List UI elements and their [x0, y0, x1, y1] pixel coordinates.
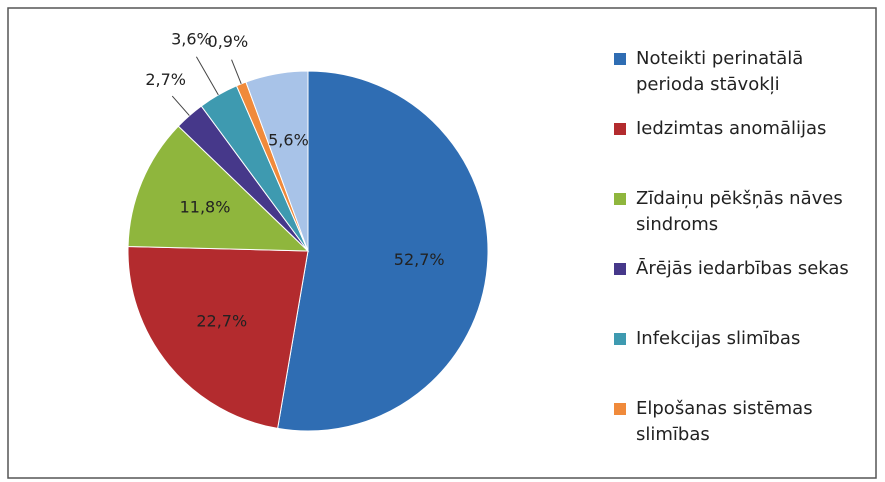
legend-swatch	[614, 403, 626, 415]
data-label: 11,8%	[180, 197, 231, 216]
chart-border	[7, 7, 877, 479]
legend-swatch	[614, 123, 626, 135]
pie-slice	[245, 70, 309, 252]
legend-item: Iedzimtas anomālijas	[614, 116, 864, 186]
pie-slice	[277, 70, 489, 432]
legend-label: Noteikti perinatālā perioda stāvokļi	[636, 48, 804, 95]
legend-swatch	[614, 333, 626, 345]
legend-swatch	[614, 53, 626, 65]
pie-slice	[127, 245, 309, 429]
data-label: 52,7%	[394, 250, 445, 269]
legend-item: Zīdaiņu pēkšņās nāves sindroms	[614, 186, 864, 256]
legend-label: Ārējās iedarbības sekas	[636, 258, 849, 279]
leader-line	[231, 59, 242, 85]
legend-label: Elpošanas sistēmas slimības	[636, 398, 813, 445]
legend-item: Infekcijas slimības	[614, 326, 864, 396]
pie-slice	[127, 125, 310, 252]
data-label: 0,9%	[208, 32, 249, 51]
data-label: 5,6%	[268, 131, 309, 150]
legend-label: Zīdaiņu pēkšņās nāves sindroms	[636, 188, 843, 235]
legend-label: Iedzimtas anomālijas	[636, 118, 827, 139]
data-label: 2,7%	[145, 70, 186, 89]
legend-label: Infekcijas slimības	[636, 328, 801, 349]
legend-item: Ārējās iedarbības sekas	[614, 256, 864, 326]
leader-line	[195, 56, 219, 96]
legend-swatch	[614, 193, 626, 205]
legend-swatch	[614, 263, 626, 275]
legend-item: Noteikti perinatālā perioda stāvokļi	[614, 46, 864, 116]
data-label: 22,7%	[196, 311, 247, 330]
pie: 52,7% 22,7% 11,8% 2,7% 3,6%0,9% 5,6%	[127, 30, 489, 432]
leader-line	[171, 95, 190, 116]
legend-item: Elpošanas sistēmas slimības	[614, 396, 864, 466]
legend: Noteikti perinatālā perioda stāvokļi Iedz…	[614, 46, 864, 466]
data-label: 3,6%	[171, 30, 212, 49]
